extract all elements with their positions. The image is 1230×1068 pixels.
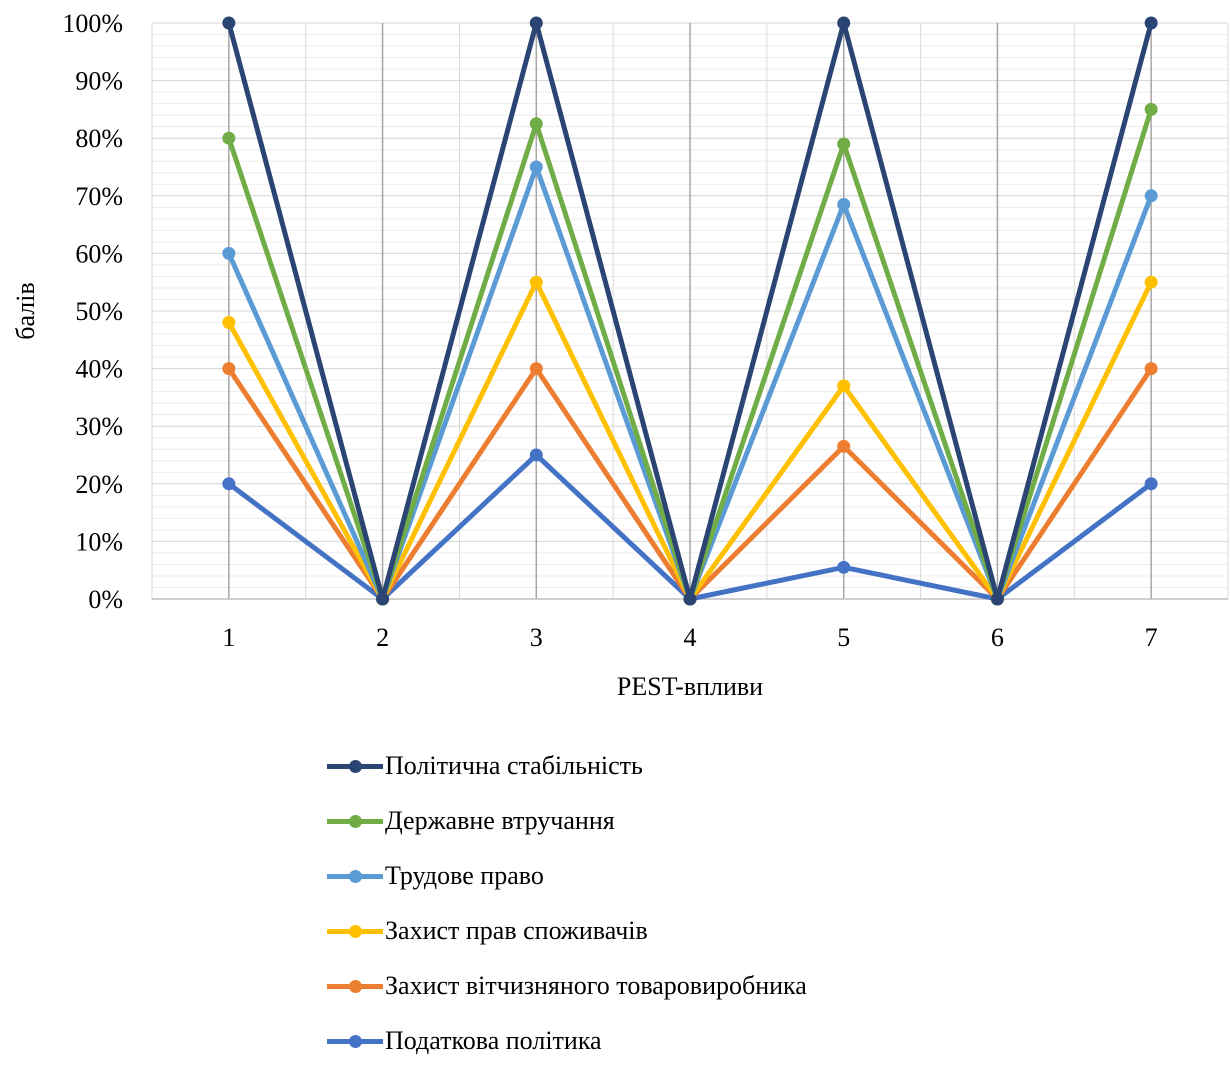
y-tick-label: 100% [62, 9, 123, 38]
y-tick-label: 30% [75, 412, 123, 441]
data-point [222, 246, 236, 260]
data-point [1144, 16, 1158, 30]
data-point [990, 592, 1004, 606]
y-tick-label: 20% [75, 470, 123, 499]
major-gridlines [151, 22, 1229, 600]
data-point [222, 316, 236, 330]
legend-label: Державне втручання [385, 805, 615, 835]
data-point [1144, 275, 1158, 289]
y-tick-label: 80% [75, 124, 123, 153]
x-tick-label: 6 [991, 623, 1004, 652]
y-tick-label: 40% [75, 355, 123, 384]
data-point [837, 137, 851, 151]
legend-swatch [327, 866, 383, 886]
data-point [837, 379, 851, 393]
data-point [222, 477, 236, 491]
legend-item: Захист прав споживачів [327, 903, 807, 958]
legend-swatch [327, 1031, 383, 1051]
data-point [529, 16, 543, 30]
line-chart: 0% 10% 20% 30% 40% 50% 60% 70% 80% 90% 100% 1 2 3 4 5 6… [11, 9, 1229, 701]
legend-item: Трудове право [327, 848, 807, 903]
legend-item: Державне втручання [327, 793, 807, 848]
data-point [222, 131, 236, 145]
data-point [837, 197, 851, 211]
legend-label: Податкова політика [385, 1025, 602, 1055]
data-point [222, 16, 236, 30]
legend-label: Політична стабільність [385, 750, 643, 780]
y-tick-label: 10% [75, 527, 123, 556]
y-axis-title: балів [11, 282, 40, 339]
legend-label: Трудове право [385, 860, 544, 890]
series-layer [222, 16, 1158, 606]
x-tick-label: 2 [376, 623, 389, 652]
data-point [529, 448, 543, 462]
data-point [529, 362, 543, 376]
data-point [1144, 189, 1158, 203]
legend-item: Податкова політика [327, 1013, 807, 1068]
x-tick-label: 1 [222, 623, 235, 652]
chart-legend: Політична стабільність Державне втручання… [327, 738, 807, 1068]
y-tick-label: 90% [75, 67, 123, 96]
y-tick-label: 60% [75, 239, 123, 268]
data-point [529, 275, 543, 289]
x-axis-title: PEST-впливи [617, 672, 763, 701]
y-tick-label: 0% [88, 585, 123, 614]
legend-swatch [327, 756, 383, 776]
data-point [222, 362, 236, 376]
y-tick-label: 50% [75, 297, 123, 326]
x-tick-label: 4 [684, 623, 697, 652]
legend-item: Захист вітчизняного товаровиробника [327, 958, 807, 1013]
legend-swatch [327, 976, 383, 996]
data-point [1144, 362, 1158, 376]
data-point [529, 160, 543, 174]
legend-swatch [327, 811, 383, 831]
x-axis-tick-labels: 1 2 3 4 5 6 7 [222, 623, 1157, 652]
series-group [222, 16, 1158, 606]
legend-swatch [327, 921, 383, 941]
legend-item: Політична стабільність [327, 738, 807, 793]
legend-label: Захист вітчизняного товаровиробника [385, 970, 807, 1000]
data-point [837, 560, 851, 574]
x-tick-label: 5 [837, 623, 850, 652]
x-tick-label: 3 [530, 623, 543, 652]
data-point [376, 592, 390, 606]
data-point [837, 16, 851, 30]
data-point [529, 117, 543, 131]
y-tick-label: 70% [75, 182, 123, 211]
data-point [837, 439, 851, 453]
legend-label: Захист прав споживачів [385, 915, 648, 945]
data-point [1144, 102, 1158, 116]
data-point [683, 592, 697, 606]
data-point [1144, 477, 1158, 491]
x-tick-label: 7 [1145, 623, 1158, 652]
y-axis-tick-labels: 0% 10% 20% 30% 40% 50% 60% 70% 80% 90% 100% [62, 9, 123, 614]
